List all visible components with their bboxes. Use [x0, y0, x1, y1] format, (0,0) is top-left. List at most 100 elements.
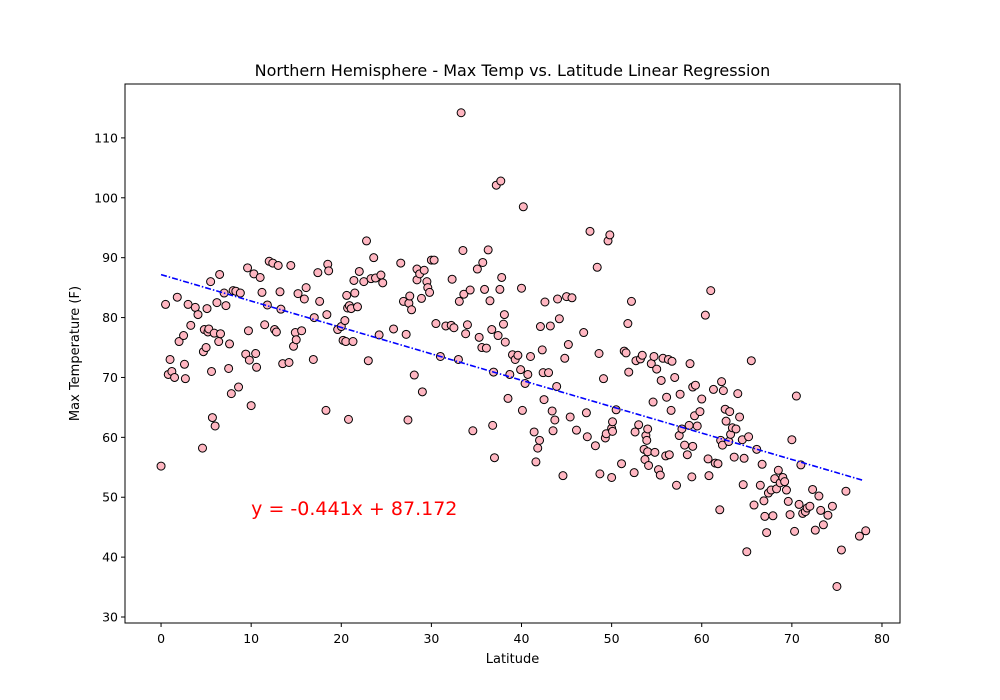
data-point: [246, 401, 256, 411]
data-point: [805, 501, 815, 511]
data-point: [579, 328, 589, 338]
data-point: [186, 320, 196, 330]
data-point: [429, 255, 439, 265]
data-point: [563, 340, 573, 350]
data-point: [630, 427, 640, 437]
plot-frame: [124, 83, 901, 624]
data-point: [540, 297, 550, 307]
data-point: [244, 355, 254, 365]
data-point: [179, 331, 189, 341]
data-point: [235, 288, 245, 298]
data-point: [308, 354, 318, 364]
data-point: [790, 526, 800, 536]
data-point: [585, 226, 595, 236]
data-point: [548, 426, 558, 436]
data-point: [718, 386, 728, 396]
data-point: [617, 459, 627, 469]
data-point: [535, 322, 545, 332]
data-point: [454, 296, 464, 306]
y-axis-label: Max Temperature (F): [68, 286, 83, 421]
data-point: [607, 472, 617, 482]
data-point: [299, 294, 309, 304]
data-point: [472, 264, 482, 274]
data-point: [243, 326, 253, 336]
data-point: [818, 520, 828, 530]
data-point: [592, 262, 602, 272]
data-point: [206, 277, 216, 287]
data-point: [517, 405, 527, 415]
x-axis: 0 10 20 30 40 50 60 70 80: [157, 623, 890, 646]
data-point: [814, 491, 824, 501]
data-point: [623, 319, 633, 329]
data-point: [523, 369, 533, 379]
data-point: [529, 427, 539, 437]
y-tick-label: 70: [102, 370, 118, 385]
data-point: [672, 480, 682, 490]
data-point: [497, 272, 507, 282]
data-point: [560, 353, 570, 363]
data-point: [808, 484, 818, 494]
data-point: [649, 351, 659, 361]
y-tick-label: 50: [102, 490, 118, 505]
x-tick-label: 60: [694, 631, 710, 646]
data-point: [550, 415, 560, 425]
data-point: [353, 302, 362, 312]
data-point: [172, 292, 182, 302]
x-tick-label: 10: [243, 631, 259, 646]
data-point: [688, 441, 698, 451]
data-point: [605, 230, 615, 240]
x-tick-label: 40: [514, 631, 530, 646]
data-point: [590, 441, 600, 451]
data-point: [759, 496, 769, 506]
data-point: [449, 323, 459, 333]
data-point: [725, 407, 735, 417]
data-point: [518, 202, 528, 212]
data-point: [293, 289, 303, 299]
data-point: [739, 453, 749, 463]
data-point: [706, 286, 716, 296]
data-point: [552, 381, 562, 391]
data-point: [749, 500, 759, 510]
data-point: [637, 350, 647, 360]
data-point: [742, 547, 752, 557]
data-point: [713, 459, 723, 469]
data-point: [495, 284, 505, 294]
data-point: [624, 367, 634, 377]
data-point: [369, 253, 379, 263]
data-point: [531, 457, 541, 467]
data-point: [459, 289, 469, 299]
data-point: [721, 416, 731, 426]
data-point: [255, 272, 265, 282]
data-point: [214, 337, 224, 347]
data-point: [650, 447, 660, 457]
data-point: [487, 325, 497, 335]
data-point: [768, 511, 778, 521]
data-point: [210, 421, 220, 431]
data-point: [286, 260, 296, 270]
data-point: [823, 510, 833, 520]
data-point: [297, 326, 307, 336]
data-point: [704, 471, 714, 481]
data-point: [488, 420, 498, 430]
data-point: [703, 454, 713, 464]
data-point: [498, 319, 508, 329]
data-point: [755, 480, 765, 490]
data-point: [733, 389, 743, 399]
data-point: [690, 380, 700, 390]
data-point: [462, 320, 472, 330]
data-point: [474, 332, 484, 342]
data-point: [664, 450, 674, 460]
data-point: [478, 257, 488, 267]
data-point: [170, 372, 180, 382]
data-point: [608, 426, 618, 436]
data-point: [708, 384, 718, 394]
data-point: [571, 425, 581, 435]
data-point: [539, 395, 549, 405]
y-tick-label: 60: [102, 430, 118, 445]
data-point: [554, 314, 564, 324]
data-point: [234, 382, 244, 392]
data-point: [243, 263, 253, 273]
data-point: [794, 499, 804, 509]
data-point: [816, 505, 826, 515]
